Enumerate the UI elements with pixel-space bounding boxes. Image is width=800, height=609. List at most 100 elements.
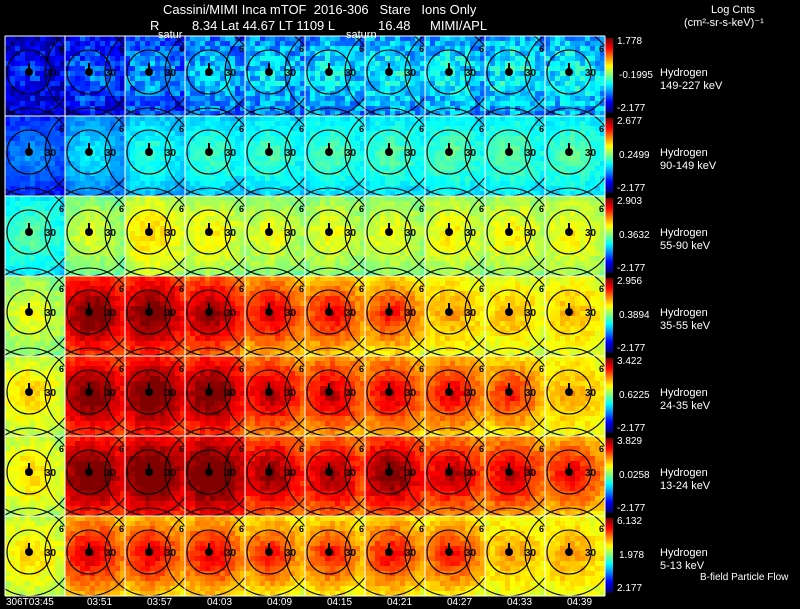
image-frame	[545, 196, 605, 276]
planet-marker	[25, 308, 33, 316]
latitude-ring	[366, 449, 412, 495]
planet-pole-marker	[448, 383, 450, 389]
colorbar-segment	[605, 582, 613, 586]
latitude-ring	[186, 289, 232, 335]
colorbar-segment	[605, 498, 613, 502]
planet-marker	[445, 148, 453, 156]
orbit-info: 8.34 Lat 44.67 LT 1109 L	[192, 18, 336, 33]
ring-label-60: 60	[359, 44, 369, 54]
ring-label-60: 60	[119, 284, 129, 294]
ring-label-30: 30	[285, 228, 297, 239]
ring-label-60: 60	[599, 524, 609, 534]
colorbar-segment	[605, 127, 613, 131]
planet-marker	[85, 388, 93, 396]
colorbar-segment	[605, 157, 613, 161]
colorbar-segment	[605, 397, 613, 401]
planet-pole-marker	[328, 143, 330, 149]
ring-label-60: 60	[599, 44, 609, 54]
colorbar-segment	[605, 534, 613, 538]
planet-pole-marker	[388, 63, 390, 69]
ring-label-30: 30	[465, 148, 477, 159]
image-frame	[365, 436, 425, 516]
ring-label-60: 60	[419, 284, 429, 294]
colorbar-segment	[605, 143, 613, 147]
saturn-direction-label-right: saturn	[346, 29, 377, 41]
colorbar-segment	[605, 65, 613, 69]
ring-label-60: 60	[359, 524, 369, 534]
colorbar-units: (cm²-sr-s-keV)⁻¹	[684, 17, 764, 29]
l-value: 16.48	[378, 18, 411, 33]
ring-label-60: 60	[419, 524, 429, 534]
image-frame	[305, 516, 365, 596]
latitude-ring	[546, 129, 592, 175]
planet-pole-marker	[148, 463, 150, 469]
image-frame	[5, 356, 65, 436]
colorbar-max-label: 2.677	[617, 116, 643, 127]
ring-label-30: 30	[105, 468, 117, 479]
planet-pole-marker	[28, 383, 30, 389]
image-frame	[545, 516, 605, 596]
ring-label-30: 30	[585, 388, 597, 399]
latitude-ring	[126, 449, 172, 495]
planet-marker	[145, 308, 153, 316]
ring-label-60: 60	[59, 444, 69, 454]
colorbar-segment	[605, 381, 613, 385]
planet-marker	[85, 68, 93, 76]
colorbar-segment	[605, 308, 613, 311]
colorbar-segment	[605, 321, 613, 325]
colorbar-segment	[605, 204, 613, 208]
colorbar-segment	[605, 134, 613, 138]
ring-label-60: 60	[359, 444, 369, 454]
colorbar-segment	[605, 230, 613, 234]
ring-label-30: 30	[285, 388, 297, 399]
planet-marker	[25, 388, 33, 396]
planet-marker	[85, 468, 93, 476]
ring-label-30: 30	[405, 148, 417, 159]
colorbar-segment	[605, 578, 613, 582]
latitude-ring	[66, 129, 112, 175]
ring-label-30: 30	[525, 468, 537, 479]
planet-marker	[325, 308, 333, 316]
colorbar-segment	[605, 340, 613, 344]
species-label: Hydrogen	[660, 147, 708, 159]
latitude-ring	[306, 369, 352, 415]
time-tick-label: 04:03	[207, 597, 233, 608]
colorbar-segment	[605, 241, 613, 245]
ring-label-30: 30	[225, 308, 237, 319]
planet-pole-marker	[448, 303, 450, 309]
ring-label-30: 30	[585, 68, 597, 79]
colorbar-segment	[605, 580, 613, 584]
colorbar-segment	[605, 173, 613, 177]
ring-label-30: 30	[345, 548, 357, 559]
planet-marker	[85, 228, 93, 236]
colorbar-segment	[605, 479, 613, 483]
latitude-ring	[546, 529, 592, 575]
planet-pole-marker	[88, 303, 90, 309]
ring-label-30: 30	[525, 68, 537, 79]
colorbar-max-label: 1.778	[617, 36, 643, 47]
planet-pole-marker	[268, 303, 270, 309]
latitude-ring	[366, 129, 412, 175]
latitude-ring	[66, 449, 112, 495]
colorbar-segment	[605, 40, 613, 44]
ring-label-30: 30	[345, 148, 357, 159]
colorbar-min-label: -2.177	[617, 503, 646, 514]
colorbar-segment	[605, 550, 613, 554]
ring-label-60: 60	[59, 284, 69, 294]
colorbar-segment	[605, 422, 613, 426]
latitude-ring	[426, 129, 472, 175]
planet-marker	[145, 468, 153, 476]
ring-label-30: 30	[225, 228, 237, 239]
colorbar-segment	[605, 472, 613, 476]
ring-label-60: 60	[239, 284, 249, 294]
colorbar-segment	[605, 415, 613, 419]
colorbar-segment	[605, 265, 613, 268]
colorbar-mid-label: 0.3632	[619, 230, 650, 241]
planet-pole-marker	[388, 223, 390, 229]
energy-label: 90-149 keV	[660, 160, 717, 172]
planet-pole-marker	[568, 463, 570, 469]
ring-label-30: 30	[165, 548, 177, 559]
planet-marker	[385, 148, 393, 156]
planet-marker	[565, 548, 573, 556]
colorbar-segment	[605, 527, 613, 531]
